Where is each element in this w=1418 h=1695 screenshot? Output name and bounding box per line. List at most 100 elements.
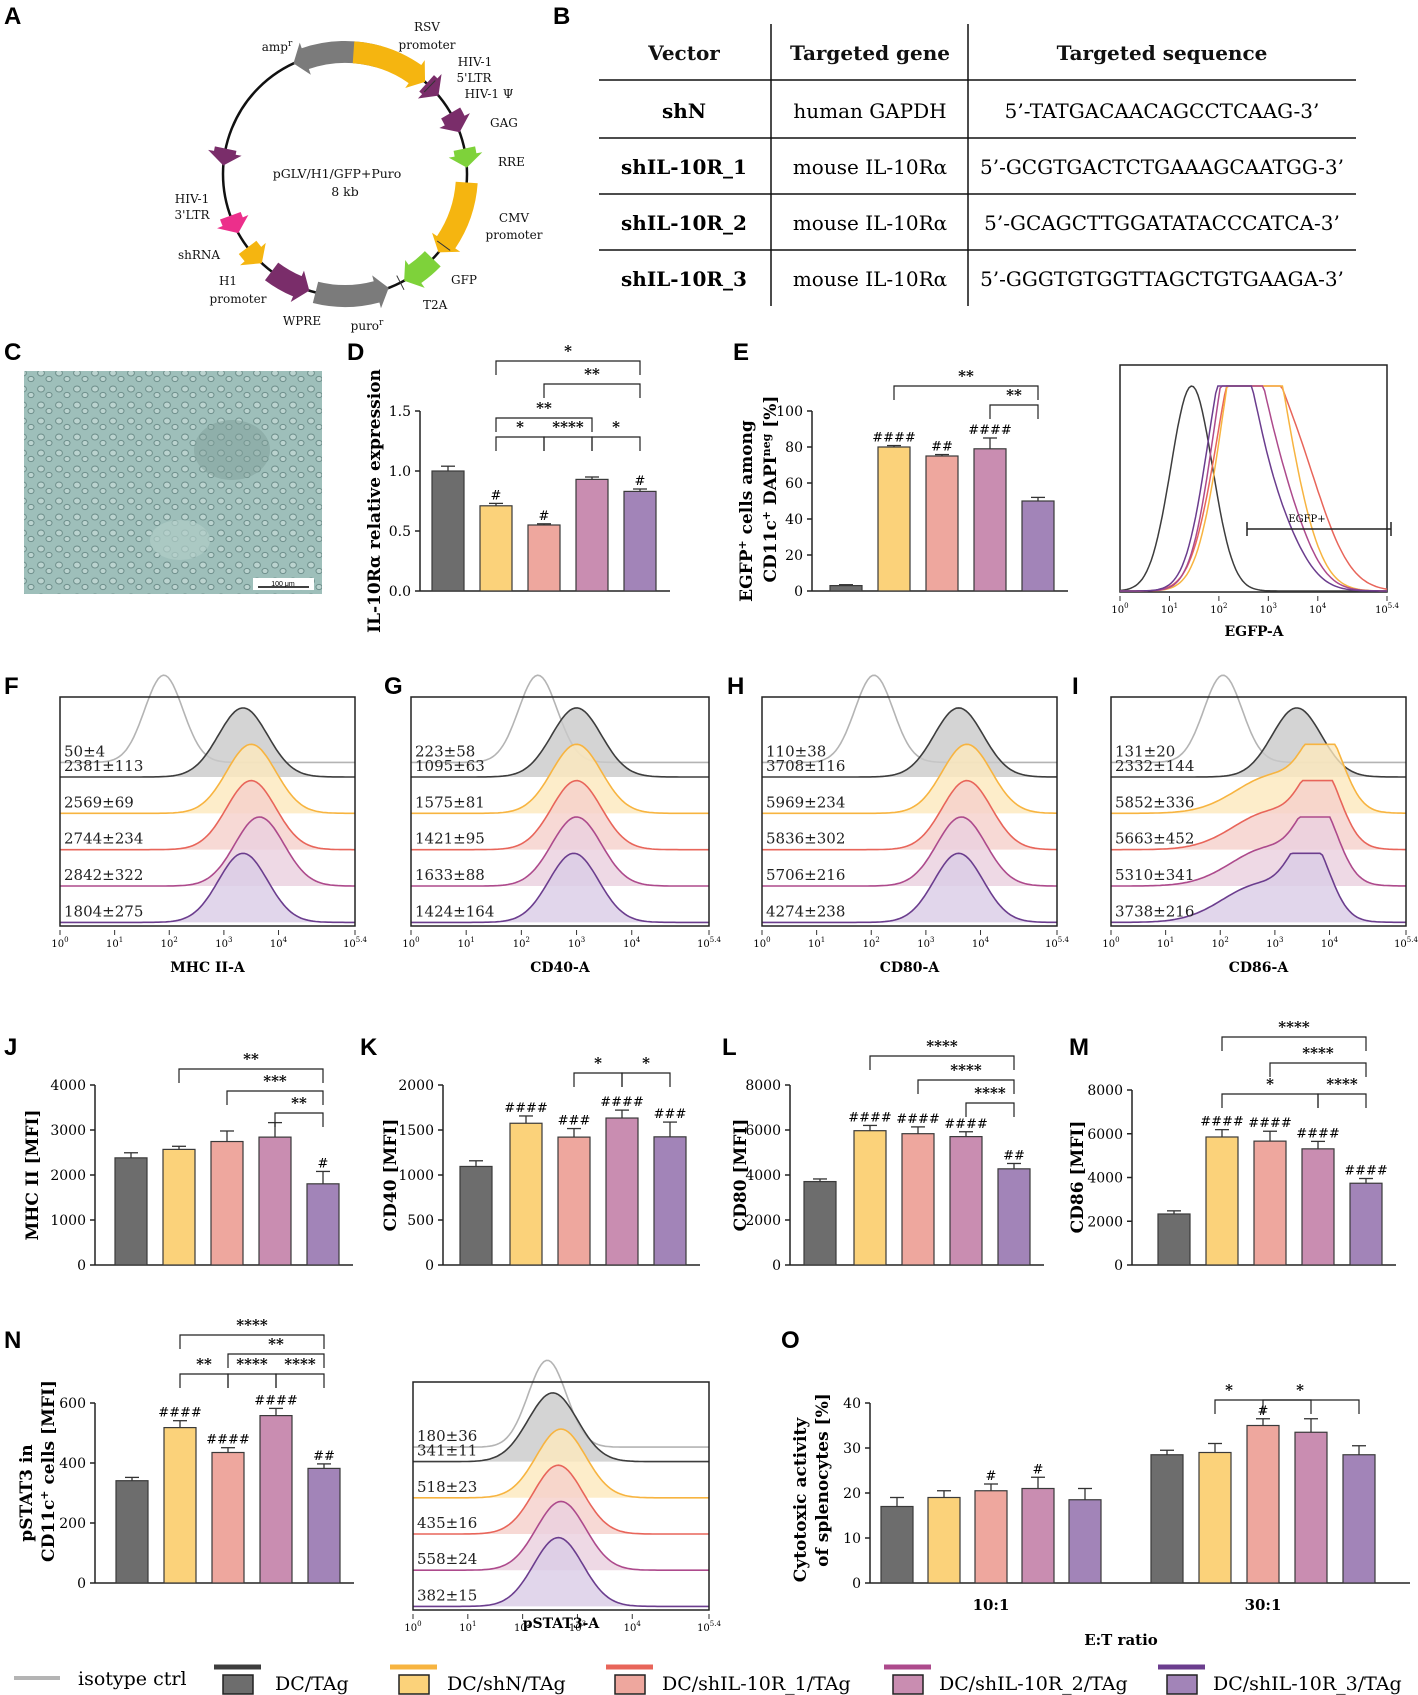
histogram-fill (411, 817, 709, 887)
histogram-axis-label: CD86-A (1229, 960, 1290, 976)
panel-letter-n: N (4, 1327, 21, 1354)
histogram-curve (413, 1464, 709, 1535)
panel-letter-h: H (727, 673, 744, 700)
significance-mark: # (1033, 1462, 1044, 1477)
histogram-fill (413, 1465, 709, 1534)
bar (1253, 1140, 1287, 1266)
panel-letter-d: D (347, 339, 364, 366)
significance-label: **** (236, 1355, 268, 1373)
egfp-axis-label: EGFP-A (1224, 624, 1284, 640)
significance-label: **** (1326, 1075, 1358, 1093)
bar (880, 1505, 914, 1584)
group-label: 30:1 (1245, 1596, 1282, 1614)
plasmid-tick (423, 80, 436, 93)
histogram-curve (413, 1392, 709, 1463)
egfp-curve (1120, 385, 1387, 592)
y-tick-label: 10 (843, 1531, 861, 1547)
histogram-curve (411, 674, 709, 764)
significance-label: ** (536, 399, 552, 417)
significance-label: * (594, 1054, 602, 1072)
histogram-mfi-label: 1095±63 (415, 757, 485, 775)
panel-letter-f: F (4, 673, 19, 700)
bar (1021, 1487, 1055, 1584)
y-tick-label: 0.5 (389, 524, 411, 540)
feature-hiv1-5ltr: HIV-1 (458, 55, 492, 69)
bar-chart-o: 0 10 20 30 40 Cytotoxic activity of splenocyte… (791, 1381, 1410, 1649)
significance-bracket (1317, 1093, 1367, 1108)
y-tick-label: 40 (843, 1396, 861, 1412)
significance-mark: # (318, 1156, 329, 1171)
axis-tick-label: 102 (863, 936, 880, 950)
panel-letter-o: O (781, 1327, 800, 1354)
histogram-fill (411, 853, 709, 923)
significance-label: **** (950, 1061, 982, 1079)
histogram-axis-label: CD40-A (530, 960, 591, 976)
significance-label: **** (974, 1084, 1006, 1102)
scale-bar-label: 100 μm (271, 581, 295, 588)
significance-mark: #### (1248, 1116, 1292, 1131)
histogram-curve (411, 852, 709, 924)
table-row: shIL-10R_1 mouse IL-10Rα 5’-GCGTGACTCTGAAA… (621, 155, 1344, 179)
histogram-curve (60, 779, 355, 851)
cmv-arrow (432, 181, 478, 253)
significance-label: **** (284, 1355, 316, 1373)
table-cell-vector: shN (662, 99, 706, 123)
significance-label: * (1225, 1381, 1233, 1399)
significance-bracket (179, 1334, 325, 1349)
plasmid-name: pGLV/H1/GFP+Puro (273, 166, 402, 181)
histogram-curve (1111, 707, 1406, 778)
bar (210, 1140, 244, 1266)
bar (479, 505, 513, 592)
bar (927, 1496, 961, 1584)
significance-bracket (591, 436, 641, 451)
table-row: shIL-10R_2 mouse IL-10Rα 5’-GCAGCTTGGATATA… (621, 211, 1340, 235)
axis-tick-label: 102 (513, 936, 530, 950)
histogram-curve (762, 816, 1057, 887)
significance-label: ** (268, 1335, 284, 1353)
y-tick-label: 2000 (745, 1213, 781, 1229)
y-axis-label: CD86 [MFI] (1068, 1121, 1088, 1234)
histogram-fill (411, 780, 709, 850)
histogram-axis-label: MHC II-A (170, 960, 246, 976)
x-axis-label: E:T ratio (1084, 1631, 1158, 1649)
feature-wpre: WPRE (283, 314, 321, 328)
panel-letter-l: L (722, 1034, 737, 1061)
table-row: shIL-10R_3 mouse IL-10Rα 5’-GGGTGTGGTTAGCT… (621, 267, 1344, 291)
y-axis-label: CD80 [MFI] (731, 1119, 751, 1232)
feature-rsv: RSV (414, 20, 440, 34)
y-tick-label: 20 (785, 548, 803, 564)
rre-arrow (448, 146, 483, 168)
significance-label: * (1296, 1381, 1304, 1399)
egfp-gate-label: EGFP+ (1288, 514, 1325, 525)
bar (258, 1136, 292, 1266)
histogram-curve (60, 743, 355, 815)
y-tick-label: 2000 (50, 1168, 86, 1184)
y-tick-label: 1000 (50, 1213, 86, 1229)
y-tick-label: 0 (772, 1258, 781, 1274)
y-tick-label: 1000 (398, 1168, 434, 1184)
y-tick-label: 200 (59, 1516, 86, 1532)
histogram-mfi-label: 5836±302 (766, 830, 845, 848)
feature-t2a: T2A (423, 298, 448, 312)
axis-tick-label: 105.4 (697, 936, 721, 950)
legend-swatch (398, 1674, 430, 1695)
bar (259, 1414, 293, 1584)
histogram-frame (1110, 696, 1407, 927)
significance-mark: # (491, 488, 502, 503)
histogram-mfi-label: 3738±216 (1115, 902, 1194, 920)
significance-bracket (869, 1055, 1015, 1070)
bar (307, 1467, 341, 1584)
histogram-fill (762, 780, 1057, 850)
histogram-mfi-label: 131±20 (1115, 742, 1175, 760)
axis-tick-label: 104 (972, 936, 990, 950)
significance-label: ** (291, 1094, 307, 1112)
histogram-fill (413, 1429, 709, 1498)
axis-tick-label: 102 (1210, 602, 1227, 616)
histogram-curve (413, 1536, 709, 1608)
panel-letter-e: E (733, 339, 749, 366)
bar (306, 1183, 340, 1266)
feature-h1-promoter: promoter (210, 292, 267, 306)
significance-mark: #### (968, 423, 1012, 438)
